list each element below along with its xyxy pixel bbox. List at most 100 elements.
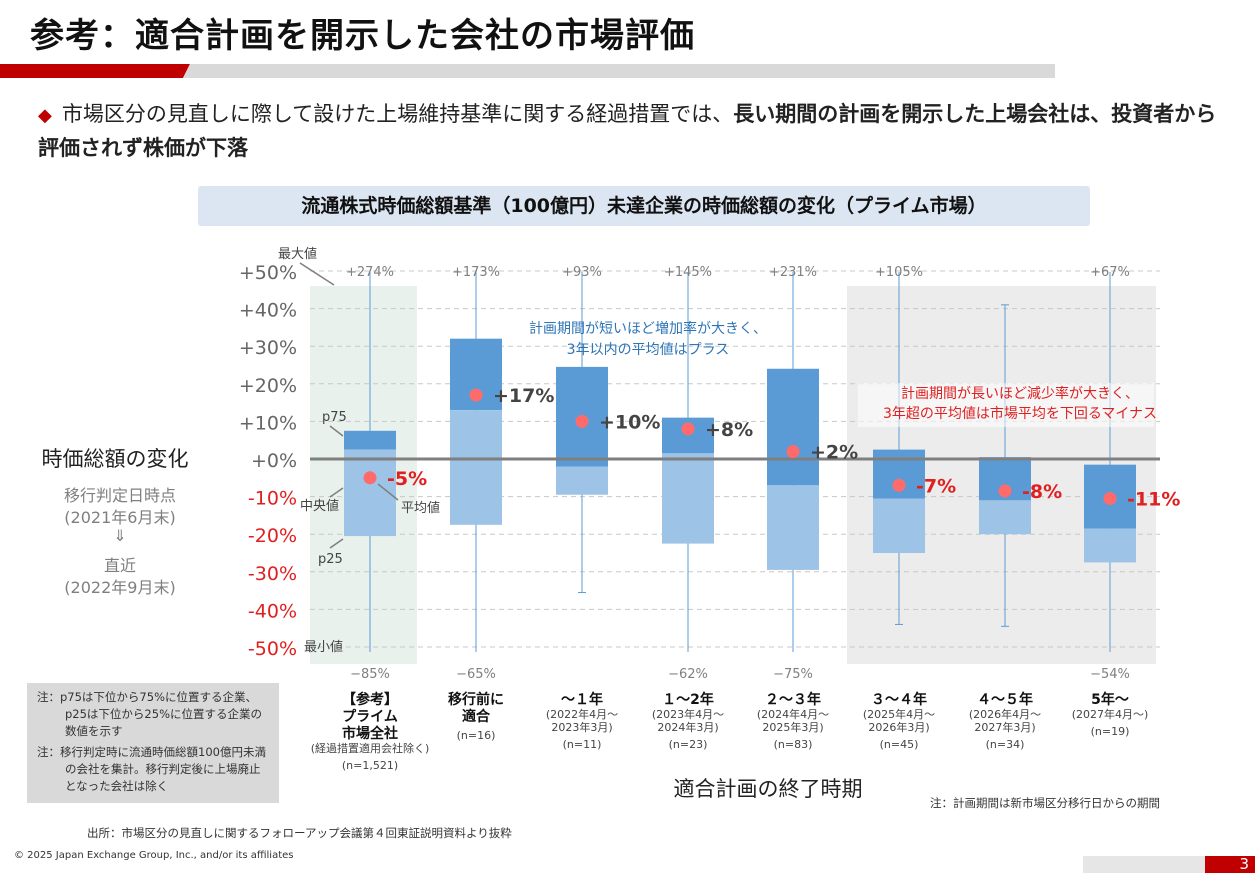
period-to-date: (2022年9月末) [64, 578, 176, 597]
box-lower [662, 453, 714, 544]
period-to-label: 直近 [103, 556, 136, 575]
category-period: 2026年3月) [868, 720, 929, 734]
annotation-blue-line1: 計画期間が短いほど増加率が大きく、 [529, 320, 767, 337]
category-label: プライム [342, 709, 398, 725]
legend-median-arrow [329, 487, 344, 498]
category-period: (2027年4月～) [1072, 707, 1149, 721]
mean-marker [681, 422, 695, 436]
category-label: 移行前に [448, 691, 504, 708]
max-value-label: +274% [346, 265, 394, 280]
box-lower [873, 498, 925, 553]
mean-marker [575, 414, 589, 428]
annotation-red-backdrop [858, 383, 1154, 427]
annotation-red-line1: 計画期間が長いほど減少率が大きく、 [901, 385, 1139, 402]
category-period: 2027年3月) [974, 720, 1035, 734]
summary-text: 市場区分の見直しに際して設けた上場維持基準に関する経過措置では、 [61, 102, 734, 126]
page-title: 参考：適合計画を開示した会社の市場評価 [30, 16, 695, 56]
legend-min-label: 最小値 [304, 639, 343, 655]
x-axis-title: 適合計画の終了時期 [674, 777, 863, 801]
mean-value-label: -7% [916, 475, 956, 497]
diamond-bullet-icon: ◆ [38, 105, 52, 126]
mean-value-label: +2% [810, 441, 858, 463]
category-count: (n=11) [563, 738, 602, 751]
page-number: 3 [1205, 856, 1255, 873]
category-label: 【参考】 [342, 691, 398, 708]
category-period: (2024年4月～ [757, 707, 829, 721]
source-note: 出所：市場区分の見直しに関するフォローアップ会議第４回東証説明資料より抜粋 [87, 826, 512, 840]
max-value-label: +145% [664, 265, 712, 280]
category-label: ４～５年 [977, 691, 1033, 708]
copyright: © 2025 Japan Exchange Group, Inc., and/o… [14, 850, 294, 861]
footer-bar [1083, 856, 1205, 873]
category-period: (経過措置適用会社除く) [311, 741, 430, 755]
y-tick-label: -40% [248, 600, 297, 622]
note-percentile: 注：p75は下位から75%に位置する企業、p25は下位から25%に位置する企業の… [37, 690, 262, 738]
min-value-label: −62% [668, 667, 708, 682]
mean-value-label: +10% [599, 411, 660, 433]
annotation-blue-line2: 3年以内の平均値はプラス [567, 342, 730, 358]
y-tick-label: -20% [248, 525, 297, 547]
chart-title: 流通株式時価総額基準（100億円）未達企業の時価総額の変化（プライム市場） [198, 186, 1090, 226]
max-value-label: +105% [875, 265, 923, 280]
category-label: 市場全社 [342, 725, 398, 742]
box-upper [767, 368, 819, 486]
category-period: (2025年4月～ [863, 707, 935, 721]
mean-value-label: +17% [493, 385, 554, 407]
category-count: (n=16) [457, 729, 496, 742]
min-value-label: −75% [773, 667, 813, 682]
summary-bold-text: 長い期間の計画を開示した上場会社は、投資者から評価されず株価が下落 [38, 102, 1217, 160]
category-period: (2023年4月～ [652, 707, 724, 721]
max-value-label: +173% [452, 265, 500, 280]
category-label: 適合 [462, 708, 491, 725]
period-footnote: 注：計画期間は新市場区分移行日からの期間 [930, 796, 1160, 810]
y-tick-label: +50% [239, 262, 297, 284]
period-arrow-icon: ⇓ [113, 526, 127, 545]
category-count: (n=83) [774, 738, 813, 751]
mean-marker [1103, 491, 1117, 505]
max-value-label: +231% [769, 265, 817, 280]
category-period: (2026年4月～ [969, 707, 1041, 721]
category-period: 2023年3月) [551, 720, 612, 734]
box-lower [344, 449, 396, 537]
legend-max-label: 最大値 [278, 246, 317, 262]
period-from-label: 移行判定日時点 [63, 486, 176, 505]
category-period: 2024年3月) [657, 720, 718, 734]
y-tick-label: +20% [239, 375, 297, 397]
category-count: (n=23) [669, 738, 708, 751]
y-tick-label: -10% [248, 488, 297, 510]
y-tick-label: +30% [239, 337, 297, 359]
annotation-red-line2: 3年超の平均値は市場平均を下回るマイナス [883, 405, 1157, 422]
mean-value-label: -5% [387, 468, 427, 490]
category-label: 5年～ [1091, 691, 1129, 708]
legend-max-arrow [299, 262, 335, 286]
max-value-label: +93% [562, 265, 602, 280]
y-tick-label: +10% [239, 412, 297, 434]
legend-p75-arrow [329, 425, 344, 437]
category-label: ～１年 [561, 691, 603, 708]
box-lower [979, 500, 1031, 535]
mean-value-label: -11% [1127, 488, 1180, 510]
mean-value-label: -8% [1022, 481, 1062, 503]
category-count: (n=19) [1091, 725, 1130, 738]
y-tick-label: +0% [251, 450, 297, 472]
mean-marker [892, 478, 906, 492]
category-period: 2025年3月) [762, 720, 823, 734]
y-tick-label: -30% [248, 563, 297, 585]
max-value-label: +67% [1090, 265, 1130, 280]
legend-median-label: 中央値 [300, 498, 339, 514]
min-value-label: −85% [350, 667, 390, 682]
y-axis-title: 時価総額の変化 [41, 447, 189, 471]
legend-mean-label: 平均値 [401, 500, 440, 516]
box-upper [344, 430, 396, 450]
notes-box: 注：p75は下位から75%に位置する企業、p25は下位から25%に位置する企業の… [27, 683, 279, 803]
note-scope: 注：移行判定時に流通時価総額100億円未満の会社を集計。移行判定後に上場廃止とな… [37, 745, 266, 793]
box-lower [1084, 528, 1136, 563]
category-label: ２～３年 [765, 691, 821, 708]
mean-marker [786, 444, 800, 458]
legend-mean-arrow [377, 483, 399, 501]
category-count: (n=45) [880, 738, 919, 751]
box-lower [450, 410, 502, 525]
min-value-label: −65% [456, 667, 496, 682]
mean-marker [998, 484, 1012, 498]
